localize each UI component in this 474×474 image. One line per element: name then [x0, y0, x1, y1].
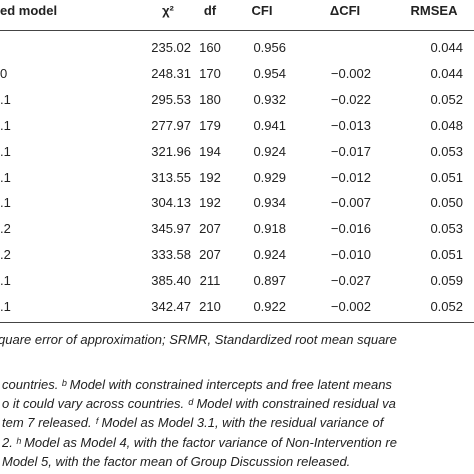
table-cell: 211	[199, 273, 221, 289]
table-cell: 0.922	[253, 299, 286, 314]
table-cell: 0.918	[253, 221, 286, 237]
table-cell: 248.31	[151, 65, 191, 81]
footnote: o it could vary across countries. ᵈ Mode…	[2, 396, 396, 411]
table-cell: −0.027	[330, 273, 371, 289]
table-cell: 179	[199, 117, 221, 133]
table-cell: 0.050	[430, 195, 463, 211]
table-cell: 345.97	[151, 221, 191, 237]
table-cell: 304.13	[151, 195, 191, 211]
table-cell: 0.044	[430, 40, 463, 55]
column-header: df	[203, 3, 217, 18]
table-cell: .2	[0, 221, 11, 237]
table-cell: −0.013	[330, 117, 371, 133]
table-cell: 0	[0, 65, 8, 81]
column-header: ΔCFI	[329, 3, 361, 18]
table-cell: 235.02	[151, 40, 191, 55]
table-cell: 321.96	[151, 143, 191, 159]
table-cell: 0.059	[430, 273, 463, 289]
footnote: countries. ᵇ Model with constrained inte…	[2, 377, 392, 392]
table-cell: −0.002	[330, 65, 371, 81]
table-cell: 0.052	[430, 91, 463, 107]
table-cell: 170	[199, 65, 221, 81]
table-cell: 160	[199, 40, 221, 55]
table-cell: 333.58	[151, 247, 191, 263]
table-cell: 0.053	[430, 221, 463, 237]
table-rule	[0, 322, 474, 323]
table-cell: 0.051	[430, 247, 463, 263]
column-header: χ²	[162, 3, 174, 18]
table-cell: 385.40	[151, 273, 191, 289]
table-cell: −0.022	[330, 91, 371, 107]
table-cell: 342.47	[151, 299, 191, 314]
table-cell: 194	[199, 143, 221, 159]
table-cell: −0.002	[330, 299, 371, 314]
table-cell: −0.016	[330, 221, 371, 237]
table-cell: 313.55	[151, 169, 191, 185]
table-cell: −0.017	[330, 143, 371, 159]
table-cell: 192	[199, 195, 221, 211]
table-cell: 0.044	[430, 65, 463, 81]
table-cell: 295.53	[151, 91, 191, 107]
table-cell: .1	[0, 299, 11, 314]
table-cell: 0.934	[253, 195, 286, 211]
table-cell: −0.012	[330, 169, 371, 185]
table-cell: 0.897	[253, 273, 286, 289]
table-cell: 0.956	[253, 40, 286, 55]
footnote: Model 5, with the factor mean of Group D…	[2, 454, 351, 469]
header-rule	[0, 30, 474, 31]
table-cell: .2	[0, 247, 11, 263]
table-cell: 0.048	[430, 117, 463, 133]
table-cell: 0.924	[253, 247, 286, 263]
table-cell: .1	[0, 169, 11, 185]
table-cell: .1	[0, 143, 11, 159]
table-cell: 0.954	[253, 65, 286, 81]
table-cell: .1	[0, 273, 11, 289]
table-cell: 0.924	[253, 143, 286, 159]
table-cell: 207	[199, 221, 221, 237]
table-cell: 277.97	[151, 117, 191, 133]
table-cell: .1	[0, 117, 11, 133]
table-cell: 207	[199, 247, 221, 263]
table-cell: 180	[199, 91, 221, 107]
table-cell: 0.929	[253, 169, 286, 185]
footnote: quare error of approximation; SRMR, Stan…	[0, 332, 397, 347]
table-cell: 0.053	[430, 143, 463, 159]
table-cell: 0.941	[253, 117, 286, 133]
column-header: CFI	[251, 3, 273, 18]
table-cell: .1	[0, 195, 11, 211]
table-cell: −0.007	[330, 195, 371, 211]
table-cell: 210	[199, 299, 221, 314]
column-header: ed model	[0, 3, 58, 18]
footnote: tem 7 released. ᶠ Model as Model 3.1, wi…	[2, 415, 384, 430]
table-cell: 0.052	[430, 299, 463, 314]
table-cell: 192	[199, 169, 221, 185]
table-cell: .1	[0, 91, 11, 107]
table-cell: 0.932	[253, 91, 286, 107]
table-cell: −0.010	[330, 247, 371, 263]
column-header: RMSEA	[410, 3, 458, 18]
table-cell: 0.051	[430, 169, 463, 185]
footnote: 2. ʰ Model as Model 4, with the factor v…	[2, 435, 397, 450]
